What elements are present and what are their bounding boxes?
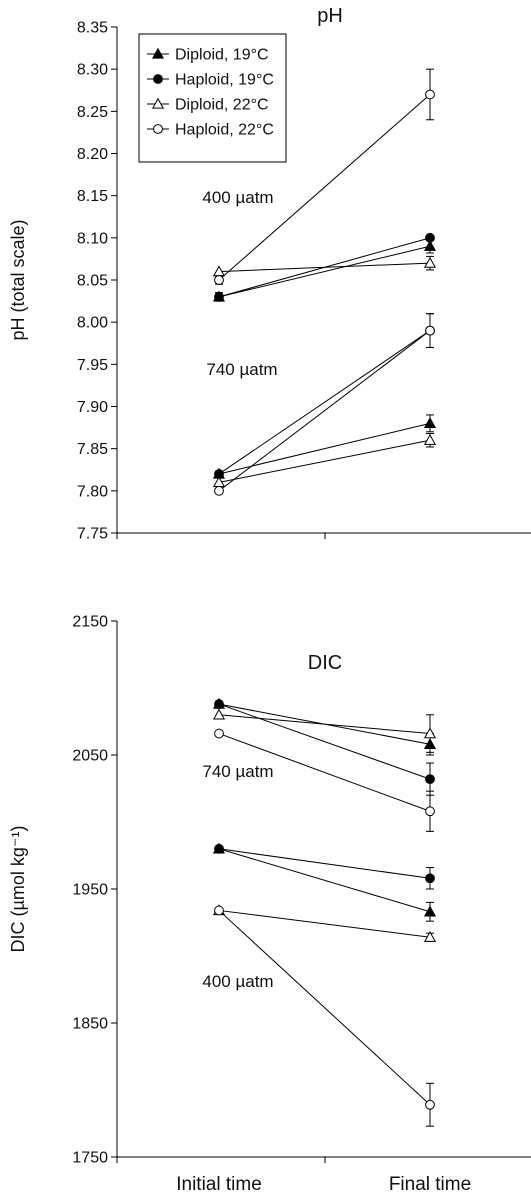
data-point bbox=[423, 434, 437, 445]
legend-entry-haploid-19-c: Haploid, 19°C bbox=[147, 72, 274, 89]
ph-panel: 7.75 7.80 7.85 7.90 7.95 8.00 8.05 8.10 8.15 8.20… bbox=[8, 5, 531, 543]
series-diploid-19-c-400-atm bbox=[212, 842, 437, 922]
series-diploid-19-c-740-atm bbox=[212, 414, 437, 479]
data-point bbox=[425, 873, 435, 884]
y-tick-label: 8.10 bbox=[77, 230, 108, 247]
data-point bbox=[423, 240, 437, 251]
x-category-final-time: Final time bbox=[389, 1174, 471, 1194]
series-haploid-19-c-740-atm bbox=[214, 313, 435, 479]
series-line bbox=[218, 422, 431, 475]
data-point bbox=[423, 417, 437, 429]
series-line bbox=[218, 848, 431, 913]
data-point bbox=[423, 905, 437, 917]
y-tick-label: 1950 bbox=[72, 882, 108, 899]
legend-label: Diploid, 22°C bbox=[175, 97, 269, 114]
data-point bbox=[214, 699, 224, 709]
y-tick-label: 7.90 bbox=[77, 399, 108, 416]
series-haploid-22-c-400-atm bbox=[214, 905, 435, 1127]
y-tick-label: 8.30 bbox=[77, 62, 108, 79]
data-point bbox=[425, 232, 435, 243]
series-line bbox=[218, 262, 431, 273]
y-tick-label: 8.20 bbox=[77, 146, 108, 163]
legend-entry-haploid-22-c: Haploid, 22°C bbox=[147, 122, 274, 139]
series-line bbox=[218, 703, 431, 780]
data-point bbox=[214, 485, 224, 496]
y-tick-label: 8.35 bbox=[77, 20, 108, 37]
data-point bbox=[214, 728, 224, 739]
legend-marker bbox=[151, 47, 165, 59]
series-line bbox=[218, 733, 431, 812]
y-tick-label: 2050 bbox=[72, 748, 108, 765]
series-line bbox=[218, 909, 431, 938]
data-point bbox=[214, 275, 224, 285]
x-category-initial-time: Initial time bbox=[176, 1174, 262, 1194]
series-line bbox=[218, 848, 431, 879]
y-tick-label: 8.25 bbox=[77, 104, 108, 121]
data-point bbox=[214, 291, 224, 302]
y-tick-label: 7.85 bbox=[77, 441, 108, 458]
series-diploid-22-c-400-atm bbox=[212, 255, 437, 277]
y-tick-label: 8.15 bbox=[77, 188, 108, 205]
legend-marker bbox=[151, 97, 165, 109]
data-point bbox=[425, 806, 435, 817]
y-axis-title: pH (total scale) bbox=[8, 219, 28, 340]
series-line bbox=[218, 330, 431, 492]
chart-title: DIC bbox=[308, 652, 342, 674]
data-point bbox=[423, 727, 437, 739]
y-axis-title: DIC (µmol kg⁻¹) bbox=[8, 826, 28, 953]
data-point bbox=[425, 89, 435, 100]
chart-title: pH bbox=[317, 5, 343, 27]
series-line bbox=[218, 910, 431, 1106]
legend-label: Diploid, 19°C bbox=[175, 47, 269, 64]
series-haploid-22-c-400-atm bbox=[214, 68, 435, 285]
data-point bbox=[425, 325, 435, 336]
series-line bbox=[218, 714, 431, 735]
annotation-740-atm: 740 µatm bbox=[206, 360, 277, 379]
y-tick-label: 8.05 bbox=[77, 273, 108, 290]
annotation-400-atm: 400 µatm bbox=[202, 972, 273, 991]
y-tick-label: 8.00 bbox=[77, 315, 108, 332]
y-tick-label: 7.80 bbox=[77, 483, 108, 500]
series-line bbox=[218, 439, 431, 483]
series-line bbox=[218, 330, 431, 475]
data-point bbox=[423, 256, 437, 268]
data-point bbox=[214, 905, 224, 916]
annotation-740-atm: 740 µatm bbox=[202, 762, 273, 781]
data-point bbox=[425, 774, 435, 785]
annotation-400-atm: 400 µatm bbox=[202, 188, 273, 207]
series-diploid-22-c-740-atm bbox=[212, 708, 437, 753]
data-point bbox=[425, 1099, 435, 1110]
legend: Diploid, 19°C Haploid, 19°C Diploid, 22°C H… bbox=[138, 33, 287, 163]
y-tick-label: 2150 bbox=[72, 614, 108, 631]
series-haploid-22-c-740-atm bbox=[214, 728, 435, 832]
y-tick-label: 7.75 bbox=[77, 526, 108, 543]
data-point bbox=[212, 708, 226, 720]
legend-label: Haploid, 22°C bbox=[175, 122, 274, 139]
legend-label: Haploid, 19°C bbox=[175, 72, 274, 89]
legend-entry-diploid-22-c: Diploid, 22°C bbox=[147, 97, 269, 114]
series-haploid-22-c-740-atm bbox=[214, 313, 435, 496]
legend-box bbox=[138, 33, 287, 163]
legend-marker bbox=[153, 124, 163, 134]
data-point bbox=[214, 843, 224, 854]
y-tick-label: 7.95 bbox=[77, 357, 108, 374]
series-diploid-22-c-740-atm bbox=[212, 432, 437, 488]
data-point bbox=[423, 931, 437, 942]
legend-marker bbox=[153, 74, 163, 84]
dic-panel: 1750 1850 1950 2050 2150 DIC (µmol kg⁻¹) DIC 74… bbox=[8, 614, 531, 1194]
series-line bbox=[218, 245, 431, 298]
series-haploid-19-c-400-atm bbox=[214, 843, 435, 890]
legend-entry-diploid-19-c: Diploid, 19°C bbox=[147, 47, 269, 64]
series-diploid-19-c-740-atm bbox=[212, 697, 437, 756]
y-tick-label: 1750 bbox=[72, 1150, 108, 1167]
y-tick-label: 1850 bbox=[72, 1016, 108, 1033]
series-line bbox=[218, 94, 431, 281]
